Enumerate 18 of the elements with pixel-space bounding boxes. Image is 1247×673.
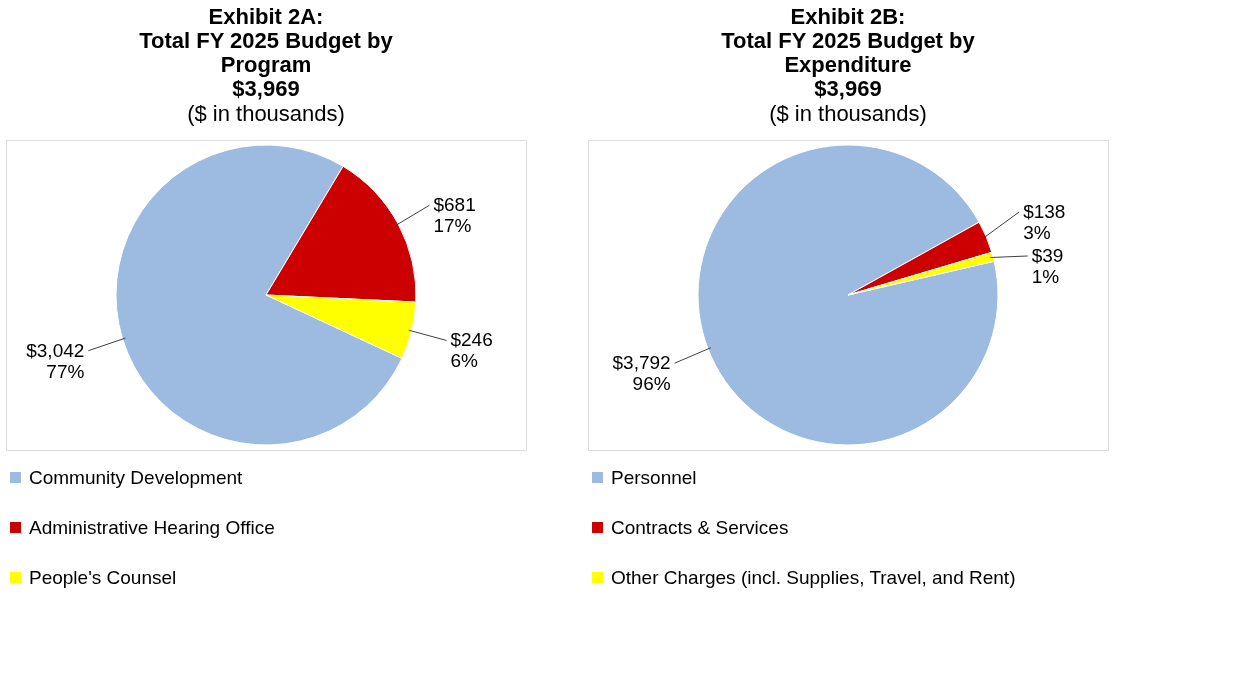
legend-label: People's Counsel xyxy=(29,566,177,588)
chart-title: Exhibit 2A: Total FY 2025 Budget by Program $3,969 xyxy=(139,4,394,101)
data-label: $3,792 96% xyxy=(612,352,671,395)
legend-label: Administrative Hearing Office xyxy=(29,516,275,538)
chart-subtitle: ($ in thousands) xyxy=(187,101,345,126)
data-label: $39 1% xyxy=(1031,244,1064,287)
legend-label: Contracts & Services xyxy=(611,516,789,538)
data-label: $681 17% xyxy=(433,194,476,237)
legend-label: Other Charges (incl. Supplies, Travel, and Rent) xyxy=(611,566,1016,588)
data-label: $3,042 77% xyxy=(26,339,85,382)
chart-subtitle: ($ in thousands) xyxy=(769,101,927,126)
pie-slice xyxy=(847,221,993,296)
data-label: $138 3% xyxy=(1023,200,1066,243)
chart-title: Exhibit 2B: Total FY 2025 Budget by Expenditure $3,969 xyxy=(721,4,976,101)
pie-slice xyxy=(697,144,999,446)
legend-label: Personnel xyxy=(611,466,697,488)
legend-label: Community Development xyxy=(29,466,244,488)
data-label: $246 6% xyxy=(450,329,493,372)
